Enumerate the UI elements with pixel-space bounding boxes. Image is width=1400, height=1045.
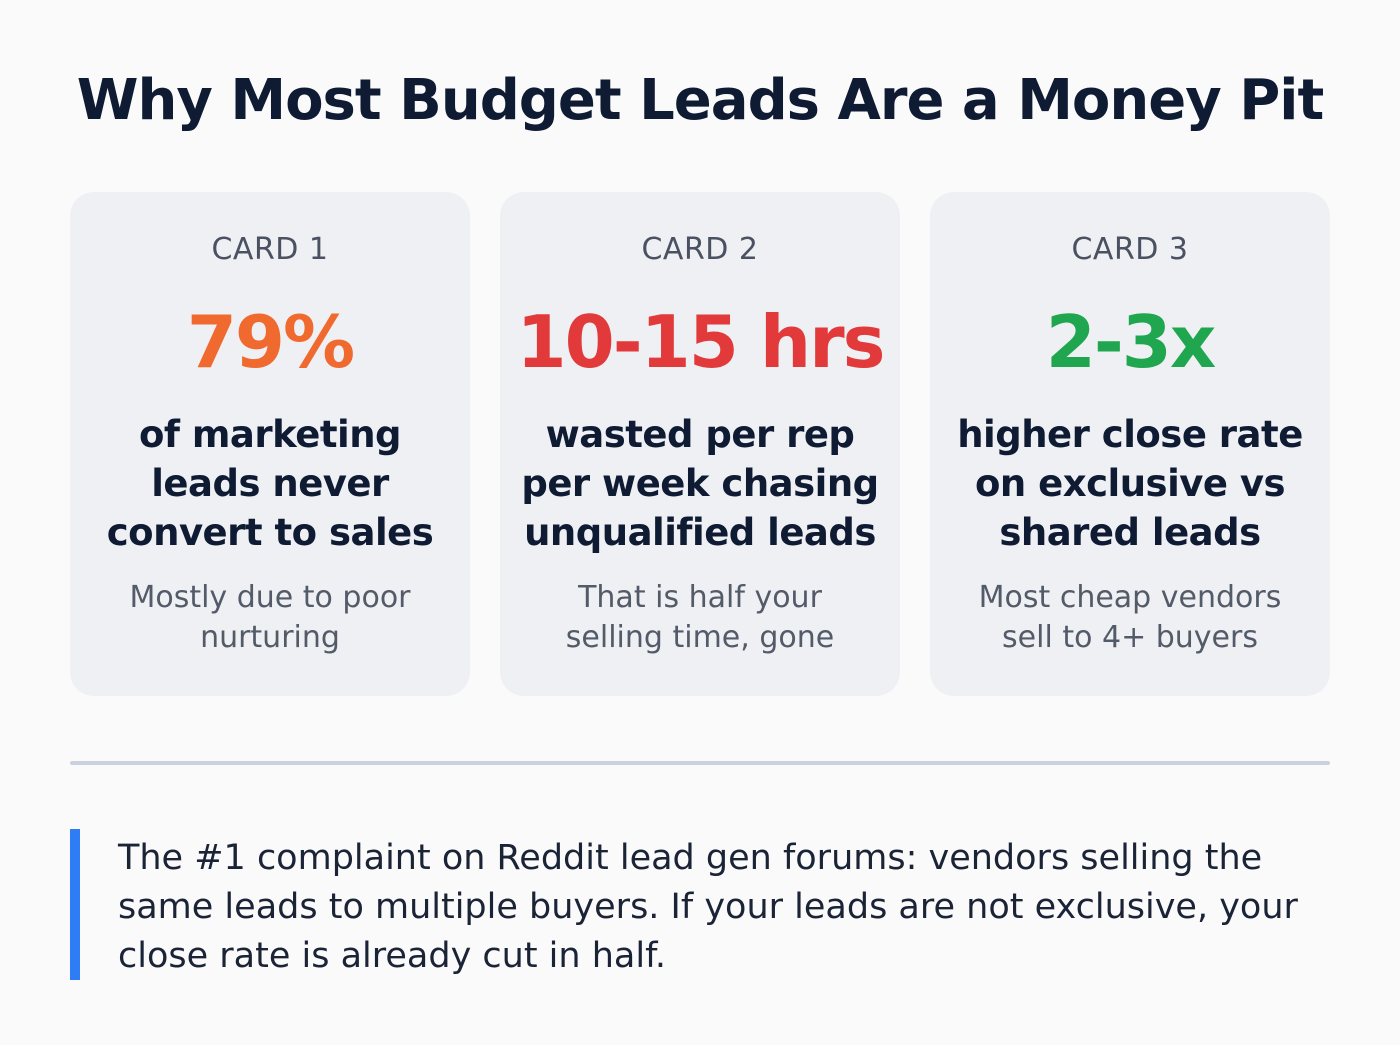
callout-accent-bar (70, 829, 80, 980)
card-label: CARD 2 (641, 232, 759, 267)
card-stat: 2-3x (1045, 300, 1217, 384)
stat-cards: CARD 1 79% of marketing leads never conv… (70, 192, 1330, 696)
card-description: of marketing leads never convert to sale… (106, 413, 434, 554)
card-description: higher close rate on exclusive vs shared… (957, 413, 1303, 554)
page-title: Why Most Budget Leads Are a Money Pit (76, 68, 1325, 133)
stat-card-3: CARD 3 2-3x higher close rate on exclusi… (930, 192, 1330, 696)
card-description: wasted per rep per week chasing unqualif… (521, 413, 879, 554)
card-stat: 10-15 hrs (516, 300, 886, 384)
callout-text: The #1 complaint on Reddit lead gen foru… (118, 838, 1298, 976)
card-label: CARD 3 (1071, 232, 1189, 267)
card-label: CARD 1 (211, 232, 329, 267)
stat-card-2: CARD 2 10-15 hrs wasted per rep per week… (500, 192, 900, 696)
card-note: Mostly due to poor nurturing (129, 580, 411, 655)
card-note: That is half your selling time, gone (565, 580, 835, 655)
card-stat: 79% (186, 300, 355, 384)
section-divider (70, 761, 1330, 765)
card-note: Most cheap vendors sell to 4+ buyers (978, 580, 1282, 655)
stat-card-1: CARD 1 79% of marketing leads never conv… (70, 192, 470, 696)
